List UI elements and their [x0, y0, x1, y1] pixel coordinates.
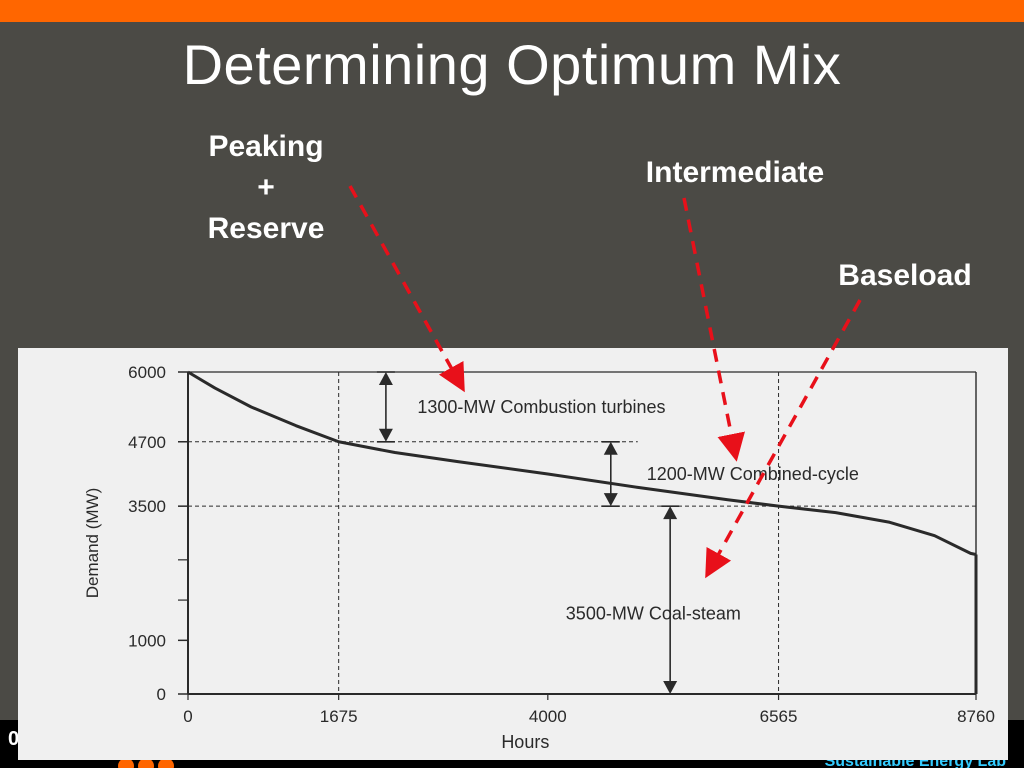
band-label-1: 1200-MW Combined-cycle	[647, 464, 859, 484]
load-duration-chart: 1300-MW Combustion turbines 1200-MW Combi…	[83, 363, 995, 752]
x-tick-label-0: 0	[183, 707, 192, 726]
footer-slide-number: 0	[8, 728, 20, 750]
band-label-0: 1300-MW Combustion turbines	[417, 397, 665, 417]
band-arrow-head-top-2	[663, 506, 678, 520]
chart-panel: 1300-MW Combustion turbines 1200-MW Combi…	[18, 348, 1008, 760]
footer-logo-icon	[118, 758, 174, 768]
band-arrow-head-bottom-2	[663, 681, 678, 694]
load-duration-curve	[187, 370, 977, 556]
y-axis-title: Demand (MW)	[83, 488, 102, 599]
x-tick-label-4000: 4000	[529, 707, 567, 726]
callout-peaking-line2: +	[257, 171, 275, 204]
y-tick-label-6000: 6000	[128, 363, 166, 382]
callout-baseload: Baseload	[838, 259, 972, 292]
x-tick-label-6565: 6565	[760, 707, 798, 726]
y-tick-label-3500: 3500	[128, 497, 166, 516]
y-tick-label-4700: 4700	[128, 433, 166, 452]
band-arrow-head-top-0	[378, 372, 393, 385]
callout-intermediate: Intermediate	[645, 156, 825, 189]
callout-peaking-reserve: Peaking + Reserve	[186, 126, 346, 249]
band-arrow-head-bottom-0	[378, 428, 393, 442]
band-arrow-head-top-1	[603, 441, 618, 455]
slide-title: Determining Optimum Mix	[182, 33, 842, 96]
x-tick-label-1675: 1675	[320, 707, 358, 726]
accent-top-bar	[0, 0, 1024, 22]
y-tick-label-1000: 1000	[128, 631, 166, 650]
x-tick-label-8760: 8760	[957, 707, 995, 726]
y-tick-label-0: 0	[157, 685, 166, 704]
callout-peaking-line1: Peaking	[208, 130, 324, 163]
band-label-2: 3500-MW Coal-steam	[566, 604, 741, 624]
callout-peaking-line3: Reserve	[207, 212, 325, 245]
x-axis-title: Hours	[501, 732, 549, 752]
band-arrow-head-bottom-1	[603, 493, 618, 507]
